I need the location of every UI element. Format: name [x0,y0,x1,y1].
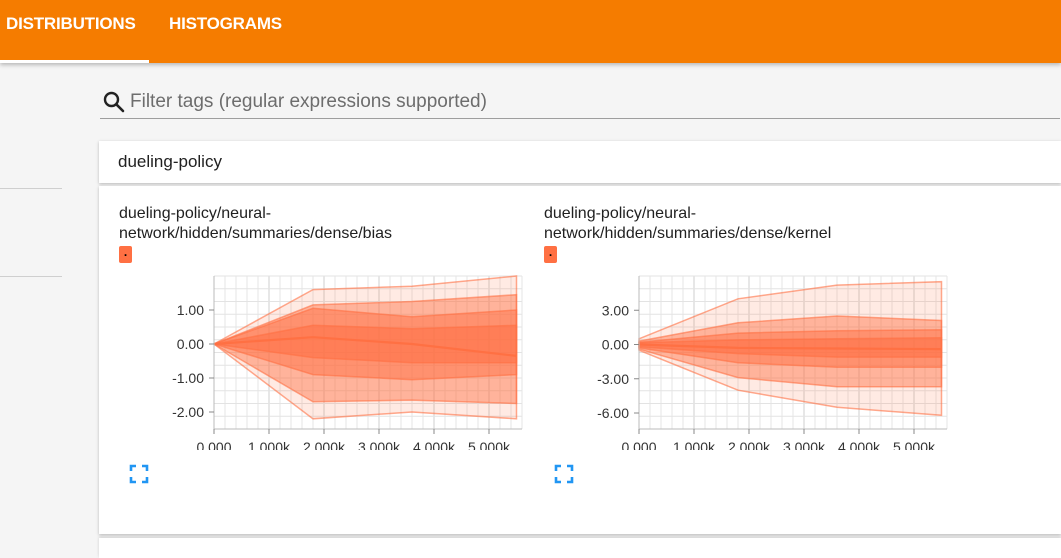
search-icon [103,91,125,113]
chart-card-kernel: dueling-policy/neural-network/hidden/sum… [544,186,964,526]
x-tick-label: 3.000k [358,439,401,450]
run-chip: . [544,246,557,263]
distribution-chart-bias: 1.00 0.00 -1.00 -2.00 0.000 1.000k 2.000k 3.000… [172,275,523,450]
x-tick-label: 1.000k [673,439,716,450]
distribution-chart-kernel: 3.00 0.00 -3.00 -6.00 0.000 1.000k 2.000k 3.000… [597,275,948,450]
sidebar [0,63,92,545]
tab-histograms[interactable]: HISTOGRAMS [169,14,282,33]
y-tick-label: -2.00 [172,404,204,420]
distribution-band [213,324,518,364]
chart-title: dueling-policy/neural-network/hidden/sum… [119,205,393,242]
fullscreen-icon[interactable] [554,464,574,484]
active-tab-indicator [0,60,149,63]
category-content: dueling-policy/neural-network/hidden/sum… [99,186,1061,534]
x-tick-label: 0.000 [196,439,231,450]
x-tick-label: 2.000k [303,439,346,450]
chart-title: dueling-policy/neural-network/hidden/sum… [544,205,832,242]
x-tick-label: 5.000k [468,439,511,450]
fullscreen-icon[interactable] [129,464,149,484]
y-tick-label: -1.00 [172,370,204,386]
chart-card-bias: dueling-policy/neural-network/hidden/sum… [119,186,539,526]
search-input[interactable] [128,86,1032,118]
sidebar-divider [0,276,62,277]
y-tick-label: 1.00 [177,302,204,318]
median-line [638,343,942,351]
sidebar-divider [0,188,62,189]
next-card [99,538,1061,558]
y-tick-label: 0.00 [177,336,204,352]
y-tick-label: 0.00 [602,337,629,353]
median-line [213,336,517,357]
category-header[interactable]: dueling-policy [99,141,1061,183]
x-tick-label: 1.000k [248,439,291,450]
y-tick-label: -3.00 [597,371,629,387]
x-tick-label: 5.000k [893,439,936,450]
tag-filter [100,82,1060,119]
run-chip: . [119,246,132,263]
x-tick-label: 4.000k [413,439,456,450]
y-tick-label: 3.00 [602,302,629,318]
top-app-bar: DISTRIBUTIONS HISTOGRAMS [0,0,1061,63]
y-tick-label: -6.00 [597,405,629,421]
tab-distributions[interactable]: DISTRIBUTIONS [6,14,136,33]
x-tick-label: 2.000k [728,439,771,450]
x-tick-label: 0.000 [621,439,656,450]
x-tick-label: 4.000k [838,439,881,450]
x-tick-label: 3.000k [783,439,826,450]
